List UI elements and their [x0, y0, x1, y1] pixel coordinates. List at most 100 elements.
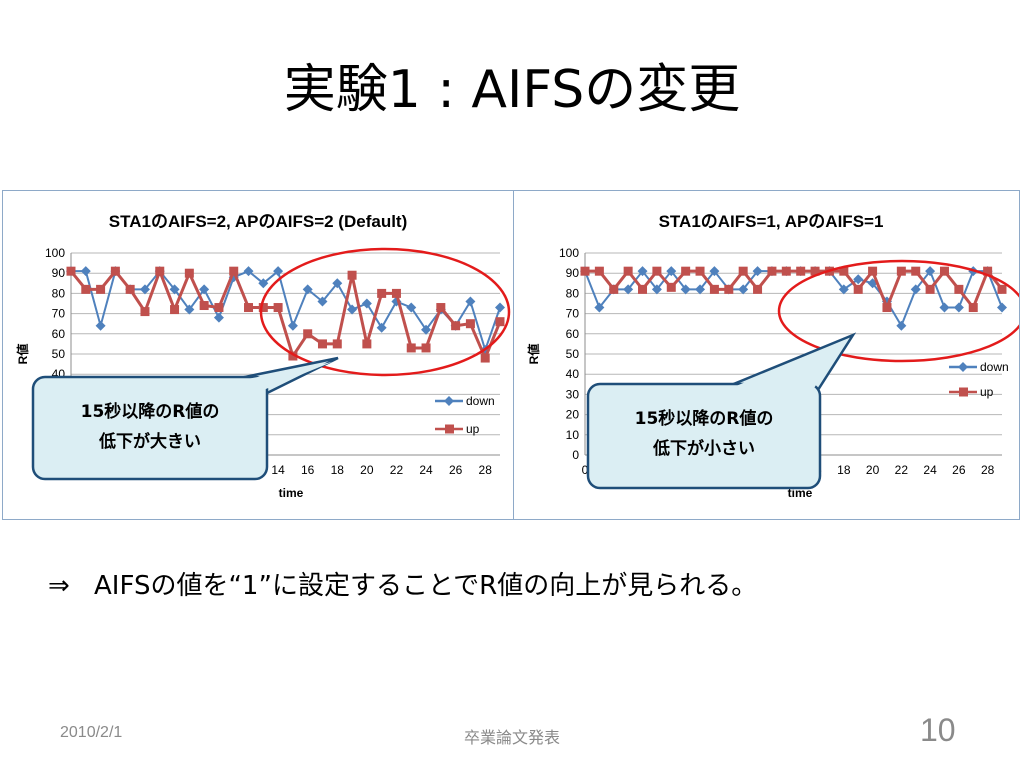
- x-tick-label: 22: [895, 463, 909, 477]
- data-point-up: [258, 303, 268, 313]
- data-point-down: [651, 284, 662, 295]
- y-tick-label: 100: [45, 246, 65, 260]
- chart-right: STA1のAIFS=1, APのAIFS=1 0 10 20 30 40 50 60 70 80 9…: [526, 212, 1019, 500]
- data-point-down: [273, 266, 284, 277]
- data-point-up: [882, 303, 892, 313]
- data-point-down: [752, 266, 763, 277]
- y-tick-label: 70: [566, 307, 580, 321]
- data-point-down: [347, 304, 358, 315]
- data-point-down: [287, 320, 298, 331]
- footer-date: 2010/2/1: [60, 724, 123, 741]
- data-point-down: [184, 304, 195, 315]
- x-tick-label: 26: [952, 463, 966, 477]
- data-point-down: [243, 266, 254, 277]
- page-number: 10: [920, 712, 956, 748]
- data-point-up: [983, 266, 993, 276]
- charts-divider: [513, 191, 514, 519]
- data-point-up: [81, 284, 91, 294]
- data-point-down: [258, 278, 269, 289]
- y-tick-label: 50: [52, 347, 66, 361]
- data-point-up: [273, 303, 283, 313]
- legend-label-up: up: [980, 385, 994, 399]
- callout-box: [586, 382, 822, 490]
- callout-tail-cover: [218, 362, 332, 393]
- series-line-down: [71, 269, 501, 354]
- data-point-up: [695, 266, 705, 276]
- data-point-up: [939, 266, 949, 276]
- data-point-up: [997, 284, 1007, 294]
- y-tick-label: 60: [566, 327, 580, 341]
- chart-title: STA1のAIFS=1, APのAIFS=1: [659, 212, 884, 231]
- data-point-up: [810, 266, 820, 276]
- x-tick-label: 22: [390, 463, 404, 477]
- data-point-down: [302, 284, 313, 295]
- data-point-up: [623, 266, 633, 276]
- y-tick-label: 50: [566, 347, 580, 361]
- data-point-down: [594, 302, 605, 313]
- data-point-up: [125, 284, 135, 294]
- data-point-up: [709, 284, 719, 294]
- data-point-down: [623, 284, 634, 295]
- y-tick-label: 30: [566, 387, 580, 401]
- data-point-down: [925, 266, 936, 277]
- data-point-up: [288, 351, 298, 361]
- data-point-down: [376, 322, 387, 333]
- y-tick-label: 20: [566, 408, 580, 422]
- charts-frame: STA1のAIFS=2, APのAIFS=2 (Default) 0 10 20 30 4…: [2, 190, 1020, 520]
- callout-line2: 低下が小さい: [652, 438, 755, 459]
- slide-title: 実験1 : AIFSの変更: [283, 60, 741, 120]
- footer-center: 卒業論文発表: [463, 728, 560, 747]
- series-line-up: [69, 266, 502, 362]
- data-point-up: [170, 305, 180, 315]
- x-tick-label: 16: [301, 463, 315, 477]
- legend-marker-up: [445, 424, 454, 434]
- data-point-up: [362, 339, 372, 349]
- data-point-up: [839, 266, 849, 276]
- data-point-down: [896, 320, 907, 331]
- data-point-up: [155, 266, 165, 276]
- data-point-up: [110, 266, 120, 276]
- data-point-up: [666, 282, 676, 292]
- data-point-up: [96, 284, 106, 294]
- callout-line1: 15秒以降のR値の: [81, 401, 220, 422]
- data-point-up: [406, 343, 416, 353]
- legend-label-down: down: [980, 360, 1009, 374]
- conclusion-arrow: ⇒: [48, 571, 70, 601]
- data-point-down: [939, 302, 950, 313]
- data-point-down: [997, 302, 1007, 313]
- x-tick-label: 24: [419, 463, 433, 477]
- y-tick-label: 60: [52, 327, 66, 341]
- data-point-up: [332, 339, 342, 349]
- data-point-down: [666, 266, 677, 277]
- data-point-up: [681, 266, 691, 276]
- data-point-up: [303, 329, 313, 339]
- y-tick-label: 0: [572, 448, 579, 462]
- data-point-down: [139, 284, 150, 295]
- data-point-up: [580, 266, 590, 276]
- y-tick-label: 10: [566, 428, 580, 442]
- data-point-up: [184, 268, 194, 278]
- x-tick-label: 18: [837, 463, 851, 477]
- x-axis-label: time: [788, 486, 813, 500]
- legend-marker-down: [444, 396, 454, 406]
- x-tick-label: 26: [449, 463, 463, 477]
- data-point-down: [738, 284, 749, 295]
- data-point-up: [724, 284, 734, 294]
- y-axis-label: R値: [15, 344, 30, 365]
- data-point-down: [637, 266, 648, 277]
- y-tick-label: 80: [52, 286, 66, 300]
- data-point-down: [853, 274, 864, 285]
- data-point-up: [767, 266, 777, 276]
- data-point-up: [451, 321, 461, 331]
- conclusion-text: ⇒ AIFSの値を“1”に設定することでR値の向上が見られる。: [48, 568, 757, 604]
- data-point-up: [421, 343, 431, 353]
- x-tick-label: 14: [271, 463, 285, 477]
- chart-title: STA1のAIFS=2, APのAIFS=2 (Default): [109, 212, 408, 231]
- legend-label-up: up: [466, 422, 480, 436]
- callout-tail-cover: [722, 339, 847, 400]
- data-point-down: [709, 266, 720, 277]
- data-point-up: [317, 339, 327, 349]
- legend-label-down: down: [466, 394, 495, 408]
- data-point-up: [377, 288, 387, 298]
- y-tick-label: 90: [52, 266, 66, 280]
